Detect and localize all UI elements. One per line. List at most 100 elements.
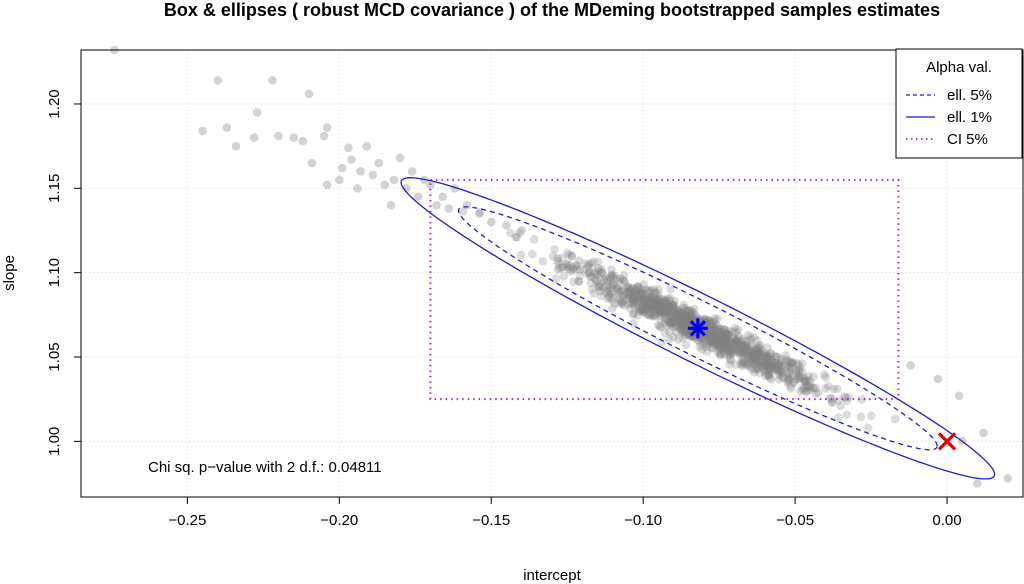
data-point — [933, 374, 943, 384]
data-point — [569, 263, 578, 273]
data-point — [766, 348, 776, 358]
data-point — [662, 299, 672, 308]
data-point — [713, 347, 722, 356]
data-point — [642, 297, 651, 307]
data-point — [709, 329, 718, 339]
data-point — [801, 387, 811, 396]
data-point — [677, 315, 687, 325]
data-point — [586, 272, 595, 282]
data-point — [750, 365, 760, 374]
data-point — [707, 338, 716, 347]
data-point — [678, 319, 687, 328]
data-point — [581, 259, 590, 269]
data-point — [823, 381, 833, 391]
data-point — [744, 330, 753, 340]
data-point — [648, 301, 657, 310]
data-point — [645, 304, 655, 313]
data-point — [627, 288, 637, 298]
data-point — [635, 296, 644, 306]
data-point — [715, 339, 725, 349]
data-point — [654, 284, 663, 294]
data-point — [784, 373, 793, 383]
data-point — [588, 257, 598, 267]
data-point — [739, 342, 748, 351]
data-point — [735, 349, 744, 358]
data-point — [667, 318, 676, 327]
data-point — [715, 333, 724, 342]
data-point — [726, 341, 735, 350]
data-point — [667, 314, 677, 323]
data-point — [668, 302, 678, 311]
data-point — [628, 300, 637, 310]
data-point — [660, 315, 670, 325]
data-point — [786, 384, 796, 393]
x-axis-label: intercept — [523, 567, 581, 584]
data-point — [765, 373, 774, 382]
ellipse-5pct — [457, 206, 938, 451]
data-point — [658, 300, 668, 310]
data-point — [754, 341, 764, 350]
p-value-annotation: Chi sq. p−value with 2 d.f.: 0.04811 — [148, 459, 382, 476]
data-point — [718, 341, 728, 351]
data-point — [739, 346, 749, 356]
data-point — [707, 343, 717, 353]
data-point — [673, 314, 682, 324]
data-point — [639, 300, 649, 310]
data-point — [702, 333, 712, 343]
data-point — [661, 308, 671, 317]
data-point — [645, 288, 655, 297]
data-point — [631, 286, 641, 295]
data-point — [701, 336, 710, 346]
data-point — [698, 336, 707, 345]
data-point — [600, 282, 610, 291]
data-point — [575, 271, 584, 281]
data-point — [764, 370, 774, 380]
data-point — [597, 265, 606, 274]
data-point — [642, 300, 652, 310]
data-point — [663, 294, 672, 303]
data-point — [654, 293, 664, 302]
data-point — [731, 336, 741, 345]
data-point — [712, 341, 722, 350]
data-point — [676, 318, 685, 327]
data-point — [797, 359, 807, 368]
data-point — [763, 343, 772, 352]
data-point — [655, 299, 665, 309]
data-point — [639, 279, 649, 289]
data-point — [778, 370, 787, 379]
data-point — [704, 316, 714, 325]
data-point — [599, 274, 608, 284]
data-point — [638, 300, 648, 310]
data-point — [633, 283, 643, 292]
data-point — [752, 349, 761, 359]
data-point — [710, 316, 719, 326]
data-point — [735, 344, 744, 353]
data-point — [603, 286, 613, 295]
data-point — [779, 361, 789, 370]
data-point — [752, 364, 762, 374]
data-point — [660, 319, 670, 328]
data-point — [783, 376, 793, 386]
data-point — [593, 257, 603, 266]
data-point — [757, 351, 766, 360]
data-point — [689, 304, 699, 314]
data-point — [557, 263, 567, 273]
data-point — [756, 353, 766, 363]
data-point — [380, 180, 390, 190]
data-point — [626, 304, 635, 313]
data-point — [734, 332, 743, 341]
data-point — [791, 368, 801, 378]
data-point — [586, 271, 596, 281]
data-point — [771, 352, 780, 361]
data-point — [622, 282, 632, 292]
data-point — [711, 335, 720, 344]
data-point — [634, 304, 644, 314]
data-point — [724, 329, 733, 338]
data-point — [612, 274, 621, 284]
data-point — [656, 305, 666, 315]
data-point — [709, 328, 718, 338]
data-point — [647, 303, 656, 313]
data-point — [719, 335, 729, 344]
data-point — [640, 297, 649, 306]
data-point — [629, 297, 638, 306]
